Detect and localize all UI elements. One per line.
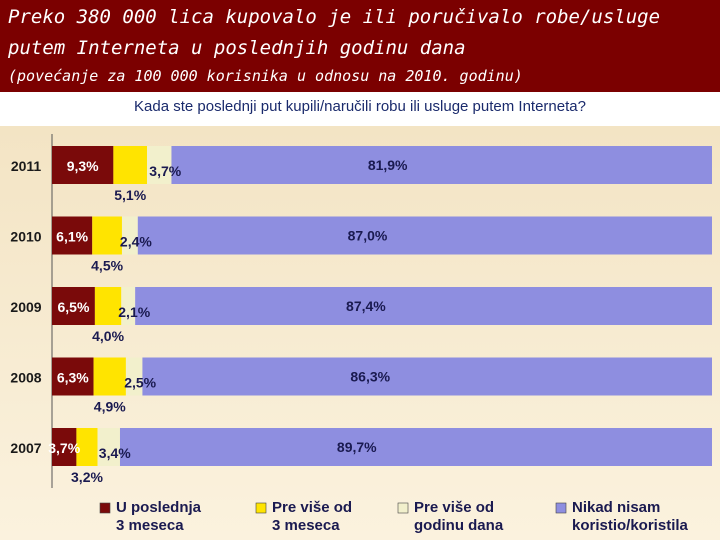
chart-area: 2011 9,3% 5,1% 3,7% 81,9% 2010 6,1% 4,5% 2,4% 87,… — [0, 126, 720, 540]
bar-segment — [121, 216, 138, 255]
legend-swatch — [397, 502, 409, 514]
legend-label: Nikad nisam — [572, 499, 660, 516]
bar-segment — [97, 428, 120, 466]
data-label: 3,4% — [99, 445, 131, 461]
bar-segment — [94, 287, 122, 325]
legend-label: godinu dana — [414, 517, 504, 534]
bar-segment — [121, 287, 136, 325]
year-tick-label: 2007 — [10, 440, 41, 456]
slide-title-line-2: putem Interneta u poslednjih godinu dana — [8, 37, 466, 59]
data-label: 5,1% — [114, 187, 146, 203]
bar-segment — [52, 216, 93, 255]
legend-label: Pre više od — [414, 499, 494, 516]
data-label: 3,7% — [48, 440, 80, 456]
bar-segment — [137, 216, 713, 255]
bar-segment — [52, 146, 114, 184]
data-label: 2,1% — [118, 304, 150, 320]
header-banner: Preko 380 000 lica kupovalo je ili poruč… — [0, 0, 720, 92]
data-label: 2,4% — [120, 234, 152, 250]
year-tick-label: 2010 — [10, 229, 41, 245]
bar-segment — [93, 357, 126, 396]
data-label: 6,5% — [57, 299, 89, 315]
legend-label: koristio/koristila — [572, 517, 689, 534]
chart-title: Kada ste poslednji put kupili/naručili r… — [134, 98, 586, 115]
data-label: 81,9% — [368, 157, 408, 173]
slide-title-line-1: Preko 380 000 lica kupovalo je ili poruč… — [8, 6, 661, 28]
data-label: 4,9% — [94, 399, 126, 415]
data-label: 6,1% — [56, 229, 88, 245]
legend-label: 3 meseca — [272, 517, 340, 534]
legend-label: Pre više od — [272, 499, 352, 516]
data-label: 4,5% — [91, 258, 123, 274]
data-label: 87,4% — [346, 298, 386, 314]
data-label: 2,5% — [124, 375, 156, 391]
bar-segment — [92, 216, 122, 255]
bar-segment — [119, 428, 713, 466]
legend-swatch — [99, 502, 111, 514]
stacked-bar-chart: 2011 9,3%5,1%3,7% 81,9%2010 6,1%4,5%2,4% 87,… — [10, 134, 713, 534]
data-label: 3,2% — [71, 469, 103, 485]
legend-swatch — [255, 502, 267, 514]
data-label: 86,3% — [350, 369, 390, 385]
year-tick-label: 2008 — [10, 370, 41, 386]
data-label: 89,7% — [337, 439, 377, 455]
bar-segment — [125, 357, 143, 396]
bar-segment — [135, 287, 712, 325]
bar-segment — [147, 146, 172, 184]
data-label: 9,3% — [67, 158, 99, 174]
legend-swatch — [555, 502, 567, 514]
data-label: 4,0% — [92, 328, 124, 344]
legend-label: U poslednja — [116, 499, 202, 516]
legend-label: 3 meseca — [116, 517, 184, 534]
year-tick-label: 2009 — [10, 299, 41, 315]
data-label: 87,0% — [348, 228, 388, 244]
bar-segment — [142, 357, 713, 396]
bar-segment — [52, 428, 77, 466]
year-tick-label: 2011 — [11, 158, 42, 174]
bar-segment — [52, 287, 95, 325]
bar-segment — [171, 146, 712, 184]
bar-segment — [113, 146, 148, 184]
bar-segment — [52, 357, 94, 396]
data-label: 6,3% — [57, 370, 89, 386]
slide-subtitle: (povećanje za 100 000 korisnika u odnosu… — [8, 67, 523, 85]
data-label: 3,7% — [149, 163, 181, 179]
bar-segment — [76, 428, 98, 466]
